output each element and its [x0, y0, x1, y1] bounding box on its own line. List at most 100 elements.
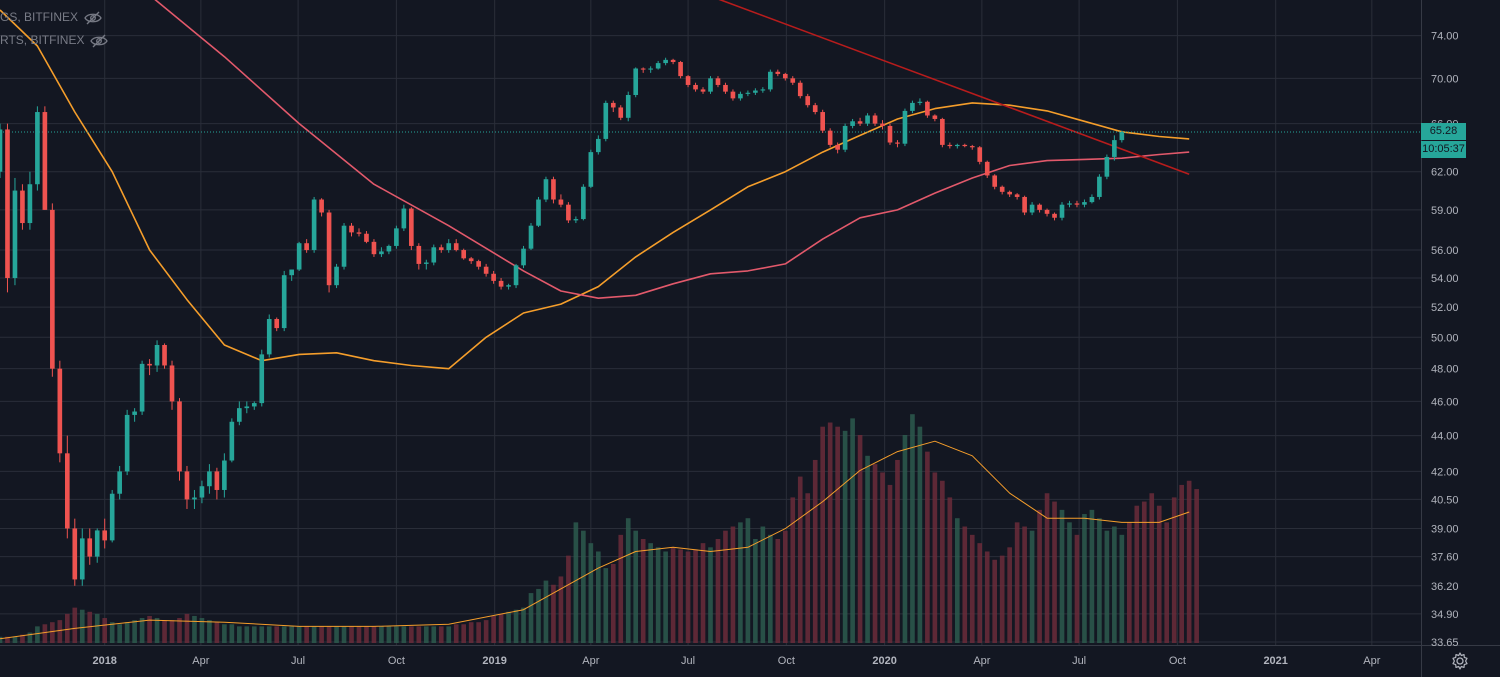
candle[interactable] [326, 209, 332, 293]
candle[interactable] [1119, 130, 1125, 143]
candle[interactable] [117, 465, 122, 500]
candle[interactable] [349, 223, 354, 237]
candle[interactable] [543, 176, 549, 203]
candle[interactable] [1037, 203, 1042, 213]
candle[interactable] [341, 223, 347, 270]
candle[interactable] [678, 60, 683, 79]
candle[interactable] [379, 247, 384, 257]
candle[interactable] [588, 149, 594, 189]
candle[interactable] [738, 91, 743, 101]
candle[interactable] [12, 177, 18, 286]
candle[interactable] [969, 144, 975, 150]
gear-icon[interactable] [1450, 651, 1470, 671]
candle[interactable] [468, 256, 474, 264]
candle[interactable] [102, 518, 108, 549]
candle[interactable] [207, 464, 212, 494]
candle[interactable] [476, 259, 481, 270]
candle[interactable] [999, 185, 1005, 195]
candle[interactable] [797, 80, 803, 99]
candle[interactable] [917, 98, 923, 106]
time-axis[interactable]: 2018 Apr Jul Oct 2019 Apr Jul Oct 2020 Apr Jul Oct 2… [92, 655, 1380, 667]
candle[interactable] [1029, 202, 1035, 216]
candle[interactable] [483, 263, 489, 277]
candle[interactable] [289, 269, 294, 281]
candle[interactable] [618, 105, 624, 121]
candle[interactable] [1007, 190, 1012, 197]
candle[interactable] [5, 123, 10, 293]
candle[interactable] [925, 100, 930, 118]
candle[interactable] [1044, 208, 1050, 217]
candle[interactable] [670, 58, 676, 65]
candle[interactable] [902, 108, 908, 147]
candle[interactable] [431, 244, 437, 266]
candle[interactable] [910, 100, 915, 114]
candle[interactable] [416, 243, 422, 270]
candle[interactable] [169, 360, 175, 410]
candle[interactable] [177, 398, 182, 481]
candle[interactable] [461, 248, 467, 260]
candle[interactable] [513, 263, 519, 289]
candle[interactable] [872, 113, 878, 126]
candle[interactable] [551, 176, 556, 204]
candle[interactable] [895, 140, 900, 148]
candle[interactable] [124, 409, 130, 476]
price-axis[interactable]: 74.0070.0066.0062.0059.0056.0054.0052.00… [1431, 31, 1459, 649]
candle[interactable] [984, 160, 990, 178]
candle[interactable] [992, 174, 998, 190]
candle[interactable] [610, 100, 616, 113]
candle[interactable] [506, 283, 511, 290]
candle[interactable] [498, 278, 504, 290]
candle[interactable] [386, 244, 392, 255]
candle[interactable] [259, 349, 265, 407]
candle[interactable] [281, 270, 287, 332]
candle[interactable] [1089, 194, 1095, 204]
candle[interactable] [1074, 200, 1080, 208]
candle[interactable] [438, 244, 444, 253]
candle[interactable] [334, 263, 339, 289]
candle[interactable] [633, 67, 639, 98]
candle[interactable] [648, 66, 653, 73]
candle[interactable] [423, 259, 429, 270]
candle[interactable] [147, 359, 152, 376]
candle[interactable] [244, 401, 250, 414]
candle[interactable] [394, 225, 399, 249]
candle[interactable] [977, 146, 983, 165]
candle[interactable] [640, 67, 646, 73]
candle[interactable] [192, 489, 197, 509]
candle[interactable] [932, 114, 938, 122]
candle[interactable] [947, 142, 953, 149]
candle[interactable] [222, 453, 227, 498]
candle[interactable] [850, 118, 855, 129]
candle[interactable] [109, 489, 115, 543]
candle[interactable] [745, 90, 751, 97]
candle[interactable] [214, 467, 220, 500]
candle[interactable] [835, 142, 840, 154]
candle[interactable] [521, 245, 526, 269]
eye-off-icon[interactable] [84, 11, 102, 25]
candle[interactable] [880, 120, 885, 130]
candle[interactable] [64, 435, 70, 539]
candle[interactable] [446, 239, 452, 253]
candle[interactable] [663, 57, 668, 66]
candle[interactable] [760, 87, 766, 93]
candle[interactable] [296, 241, 302, 271]
candle[interactable] [603, 100, 609, 142]
candle[interactable] [782, 72, 788, 81]
legend-row[interactable]: RTS, BITFINEX [0, 29, 109, 52]
candle[interactable] [371, 239, 377, 257]
candle[interactable] [199, 480, 205, 504]
candle[interactable] [35, 106, 40, 191]
candle[interactable] [753, 88, 758, 96]
candle[interactable] [57, 360, 63, 463]
candle[interactable] [1112, 135, 1117, 161]
candle[interactable] [401, 204, 407, 232]
candle[interactable] [364, 231, 369, 244]
candle[interactable] [723, 82, 728, 94]
candle[interactable] [266, 314, 272, 358]
candle[interactable] [775, 69, 781, 77]
candle[interactable] [1097, 174, 1102, 200]
candle[interactable] [865, 113, 870, 126]
candle[interactable] [453, 239, 459, 252]
candle[interactable] [700, 87, 706, 94]
candle[interactable] [581, 184, 586, 221]
